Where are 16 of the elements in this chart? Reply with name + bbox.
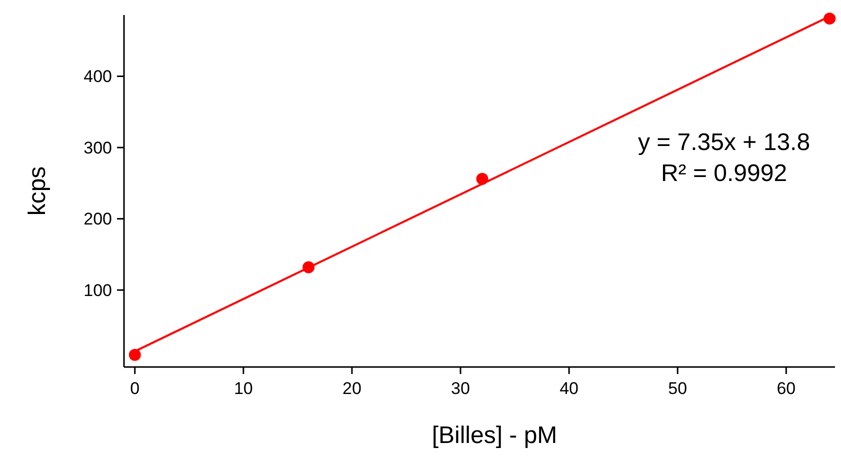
x-tick-label: 10 xyxy=(234,379,253,398)
x-tick-label: 0 xyxy=(130,379,140,398)
x-tick-label: 50 xyxy=(668,379,688,398)
x-tick-label: 30 xyxy=(451,379,470,398)
x-tick-label: 20 xyxy=(342,379,362,398)
x-tick-label: 40 xyxy=(560,379,579,398)
y-tick-label: 300 xyxy=(84,138,112,158)
y-tick-label: 200 xyxy=(84,210,112,229)
annotation: R² = 0.9992 xyxy=(660,160,788,187)
y-axis-title: kcps xyxy=(24,166,51,216)
annotation: y = 7.35x + 13.8 xyxy=(638,129,810,156)
y-tick-label: 400 xyxy=(84,67,112,86)
y-tick-label: 100 xyxy=(84,280,112,300)
x-tick-label: 60 xyxy=(776,379,796,398)
point xyxy=(128,348,141,361)
x-axis-title: [Billes] - pM xyxy=(432,422,558,449)
